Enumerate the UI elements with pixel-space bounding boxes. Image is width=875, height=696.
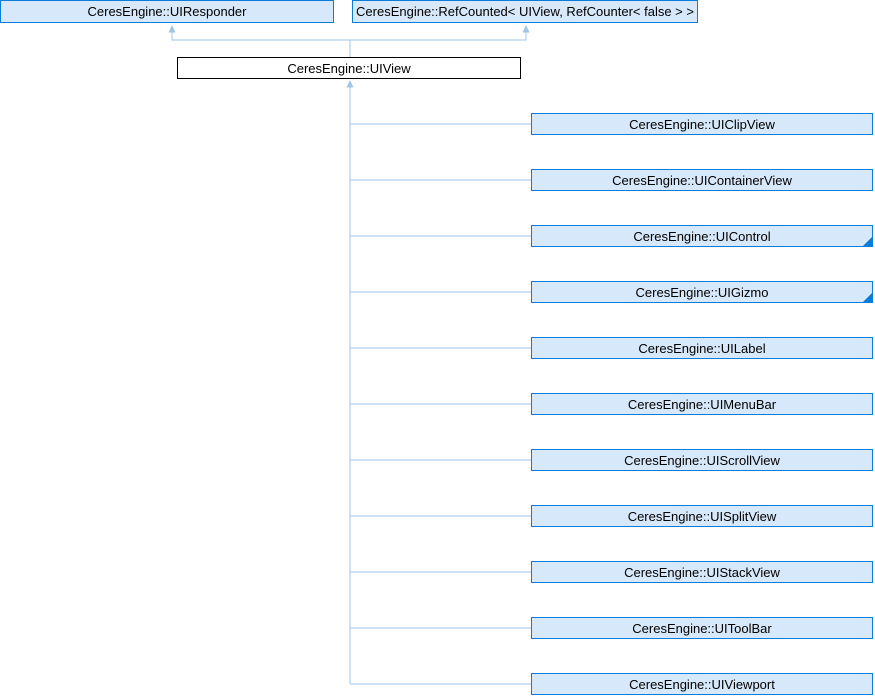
- class-label: CeresEngine::UIToolBar: [632, 620, 772, 636]
- class-node-uitoolbar[interactable]: CeresEngine::UIToolBar: [531, 617, 873, 639]
- class-label: CeresEngine::UIClipView: [629, 116, 775, 132]
- class-label: CeresEngine::UIView: [287, 60, 411, 76]
- class-node-uiscrollview[interactable]: CeresEngine::UIScrollView: [531, 449, 873, 471]
- edge-derived-branches: [350, 123, 531, 685]
- arrowhead-to-uiview-icon: [346, 80, 354, 88]
- class-label: CeresEngine::UIContainerView: [612, 172, 792, 188]
- class-node-uisplitview[interactable]: CeresEngine::UISplitView: [531, 505, 873, 527]
- class-node-uiview: CeresEngine::UIView: [177, 57, 521, 79]
- has-subclasses-marker: [863, 237, 872, 246]
- class-label: CeresEngine::UIControl: [633, 228, 771, 244]
- class-node-uigizmo[interactable]: CeresEngine::UIGizmo: [531, 281, 873, 303]
- class-label: CeresEngine::UISplitView: [627, 508, 777, 524]
- has-subclasses-marker: [863, 293, 872, 302]
- class-label: CeresEngine::UILabel: [638, 340, 766, 356]
- class-node-uicontrol[interactable]: CeresEngine::UIControl: [531, 225, 873, 247]
- class-node-uicontainerview[interactable]: CeresEngine::UIContainerView: [531, 169, 873, 191]
- arrowhead-to-refcounted-icon: [522, 25, 530, 33]
- class-label: CeresEngine::RefCounted< UIView, RefCoun…: [356, 4, 694, 19]
- class-label: CeresEngine::UIResponder: [87, 4, 247, 19]
- class-node-uistackview[interactable]: CeresEngine::UIStackView: [531, 561, 873, 583]
- class-label: CeresEngine::UIGizmo: [635, 284, 769, 300]
- edge-uiview-to-bases: [171, 32, 527, 41]
- class-node-uiviewport[interactable]: CeresEngine::UIViewport: [531, 673, 873, 695]
- class-node-uilabel[interactable]: CeresEngine::UILabel: [531, 337, 873, 359]
- arrowhead-to-uiresponder-icon: [168, 25, 176, 33]
- class-label: CeresEngine::UIStackView: [624, 564, 780, 580]
- class-node-refcounted[interactable]: CeresEngine::RefCounted< UIView, RefCoun…: [352, 0, 698, 23]
- class-label: CeresEngine::UIScrollView: [624, 452, 780, 468]
- class-label: CeresEngine::UIViewport: [629, 676, 775, 692]
- class-node-uiresponder[interactable]: CeresEngine::UIResponder: [0, 0, 334, 23]
- class-label: CeresEngine::UIMenuBar: [627, 396, 777, 412]
- class-node-uiclipview[interactable]: CeresEngine::UIClipView: [531, 113, 873, 135]
- class-node-uimenubar[interactable]: CeresEngine::UIMenuBar: [531, 393, 873, 415]
